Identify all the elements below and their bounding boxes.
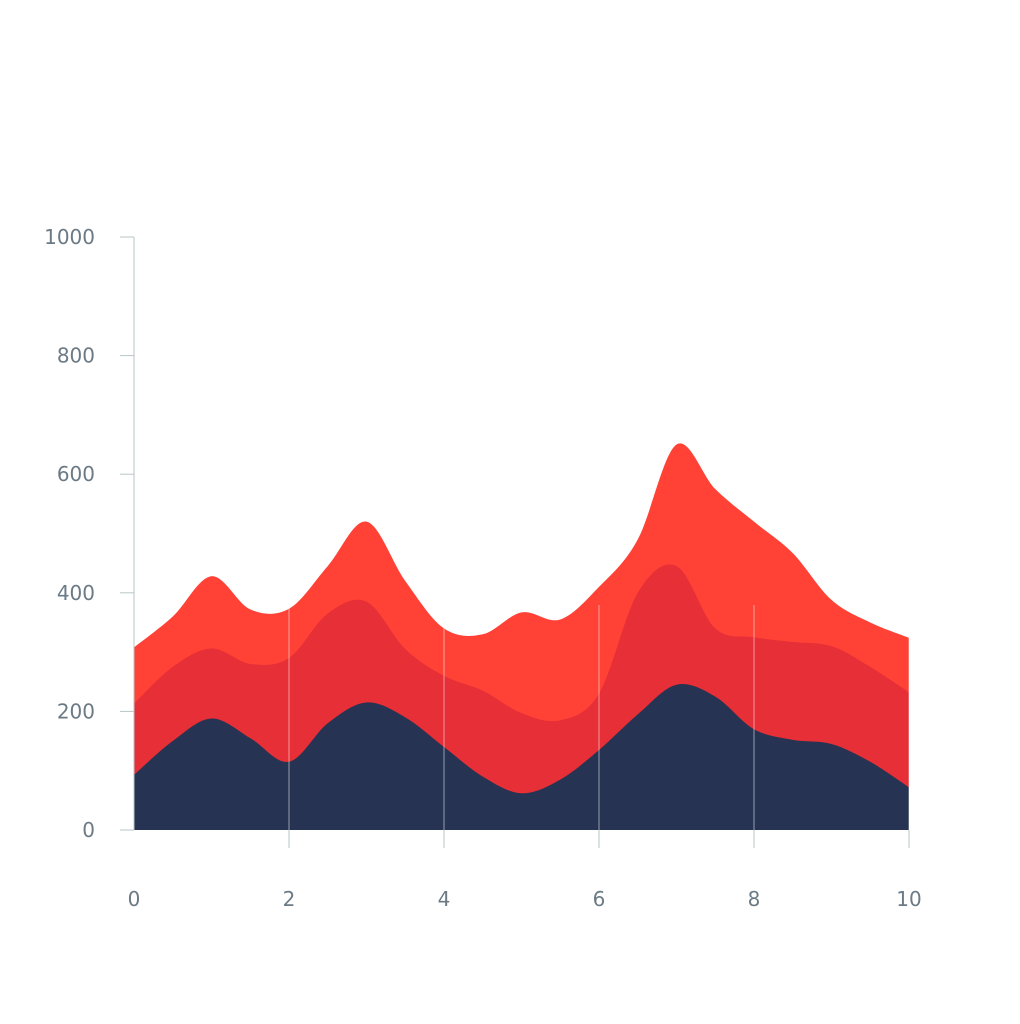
area-series-1 [134, 684, 909, 830]
y-tick-label: 0 [82, 818, 95, 842]
x-tick-label: 8 [748, 887, 761, 911]
x-tick-label: 4 [438, 887, 451, 911]
areas-layer [134, 443, 909, 830]
y-tick-label: 200 [57, 699, 95, 723]
axis-layer: 0 200 400 600 800 1000 0 2 4 6 8 10 [44, 225, 922, 911]
y-tick-label: 600 [57, 462, 95, 486]
grid-layer [288, 605, 910, 848]
y-tick-label: 400 [57, 581, 95, 605]
y-tick-label: 800 [57, 344, 95, 368]
x-tick-label: 2 [283, 887, 296, 911]
x-tick-label: 0 [128, 887, 141, 911]
x-tick-label: 6 [593, 887, 606, 911]
x-tick-label: 10 [896, 887, 921, 911]
y-tick-label: 1000 [44, 225, 95, 249]
